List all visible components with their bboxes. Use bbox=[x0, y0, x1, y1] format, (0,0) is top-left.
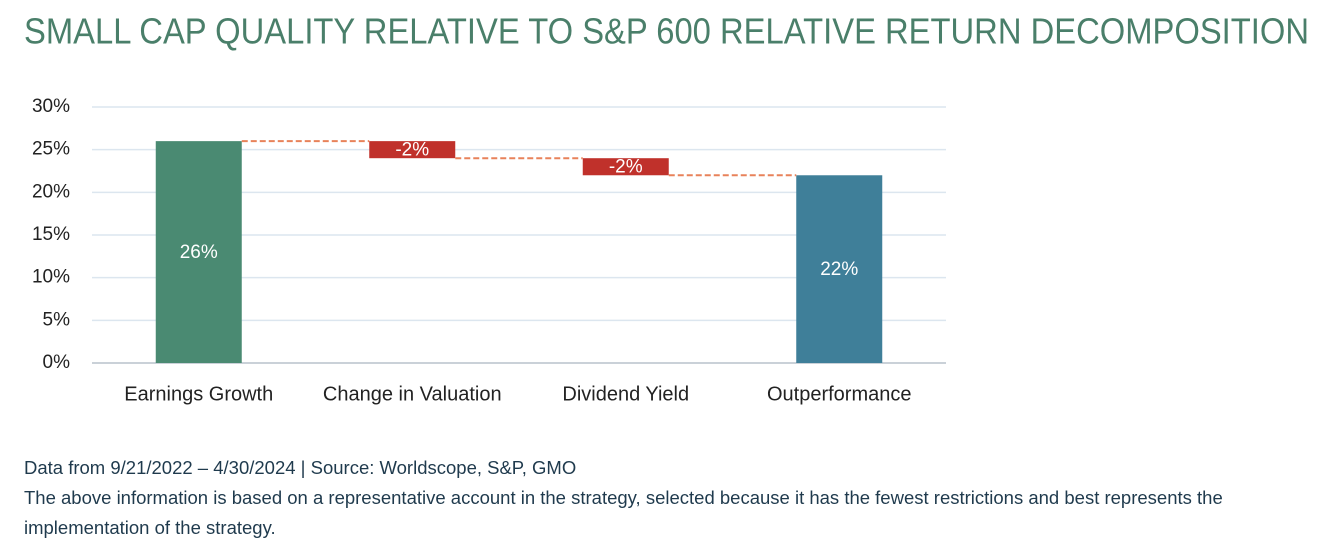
x-tick-label: Earnings Growth bbox=[124, 383, 273, 405]
y-tick-label: 30% bbox=[32, 96, 70, 117]
x-tick-label: Dividend Yield bbox=[562, 383, 689, 405]
note: The above information is based on a repr… bbox=[24, 487, 1223, 538]
chart-title: SMALL CAP QUALITY RELATIVE TO S&P 600 RE… bbox=[24, 11, 1309, 52]
y-tick-label: 5% bbox=[43, 309, 71, 330]
y-tick-label: 25% bbox=[32, 139, 70, 160]
y-tick-label: 20% bbox=[32, 181, 70, 202]
value-label: 26% bbox=[180, 242, 218, 263]
y-tick-label: 0% bbox=[43, 352, 71, 373]
bar bbox=[369, 141, 456, 159]
y-tick-label: 15% bbox=[32, 224, 70, 245]
bar bbox=[582, 158, 669, 176]
bar bbox=[796, 175, 883, 363]
chart: SMALL CAP QUALITY RELATIVE TO S&P 600 RE… bbox=[24, 11, 1309, 406]
x-tick-label: Change in Valuation bbox=[323, 383, 502, 405]
value-label: -2% bbox=[609, 157, 643, 178]
x-tick-label: Outperformance bbox=[767, 383, 912, 405]
value-label: -2% bbox=[395, 140, 429, 161]
source: Data from 9/21/2022 – 4/30/2024 | Source… bbox=[24, 457, 577, 478]
y-tick-label: 10% bbox=[32, 267, 70, 288]
value-label: 22% bbox=[820, 259, 858, 280]
bar bbox=[155, 141, 242, 363]
